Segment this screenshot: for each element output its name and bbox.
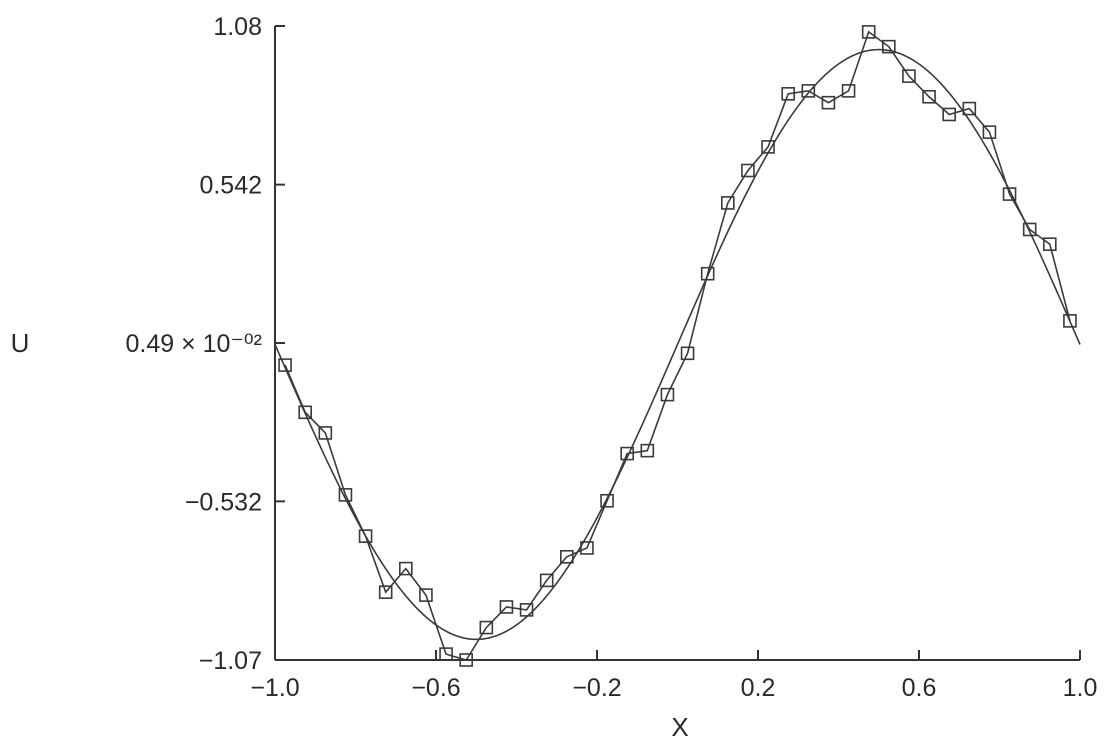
- data-point-marker: [620, 446, 634, 461]
- data-point-marker: [419, 588, 433, 602]
- data-point-marker: [660, 387, 675, 402]
- data-point-marker: [519, 603, 534, 617]
- data-point-marker: [741, 163, 755, 178]
- data-point-marker: [439, 647, 453, 661]
- plot-area: [274, 25, 1081, 667]
- data-point-marker: [1022, 222, 1037, 237]
- data-point-marker: [821, 95, 836, 110]
- data-point-marker: [861, 25, 876, 39]
- data-point-marker: [962, 101, 977, 116]
- data-point-marker: [982, 125, 997, 139]
- data-point-marker: [1043, 237, 1057, 252]
- data-point-marker: [600, 493, 614, 508]
- data-point-marker: [298, 405, 312, 420]
- data-point-marker: [700, 266, 715, 281]
- series-sampled-line: [284, 30, 1071, 661]
- data-point-marker: [781, 87, 795, 101]
- x-tick-label: 0.6: [902, 674, 937, 702]
- data-point-marker: [318, 426, 333, 440]
- x-tick-label: 1.0: [1063, 674, 1098, 702]
- data-point-marker: [499, 600, 514, 614]
- data-point-marker: [560, 549, 574, 564]
- y-axis: 1.08 0.542 0.49 × 10⁻⁰² −0.532 −1.07 U: [11, 13, 285, 675]
- data-point-marker: [378, 585, 393, 599]
- data-point-marker: [479, 620, 494, 635]
- data-point-marker: [680, 346, 695, 361]
- x-tick-label: 0.2: [741, 674, 776, 702]
- data-point-marker: [1002, 187, 1017, 201]
- series-smooth-curve: [274, 48, 1081, 641]
- y-axis-label: U: [11, 328, 30, 358]
- data-point-marker: [459, 653, 473, 667]
- y-tick-label: 1.08: [213, 13, 262, 41]
- data-point-marker: [902, 69, 916, 83]
- data-point-marker: [761, 140, 775, 154]
- data-point-marker: [1063, 314, 1077, 328]
- x-tick-label: −1.0: [250, 674, 299, 702]
- data-point-marker: [882, 39, 896, 54]
- data-point-marker: [580, 541, 594, 555]
- x-axis-label: X: [671, 712, 688, 742]
- data-point-marker: [801, 84, 816, 98]
- data-point-marker: [278, 358, 292, 372]
- data-point-marker: [942, 107, 956, 122]
- x-tick-label: −0.6: [411, 674, 460, 702]
- x-tick-label: −0.2: [572, 674, 621, 702]
- y-tick-label: 0.542: [199, 172, 262, 200]
- y-tick-label: −0.532: [185, 488, 262, 516]
- data-point-marker: [338, 488, 353, 502]
- data-point-marker: [721, 196, 735, 210]
- x-axis: −1.0 −0.6 −0.2 0.2 0.6 1.0 X: [250, 650, 1097, 742]
- data-point-marker: [399, 561, 413, 576]
- y-tick-label: −1.07: [199, 647, 262, 675]
- data-point-marker: [922, 89, 936, 104]
- data-point-marker: [539, 573, 554, 588]
- data-point-marker: [640, 443, 655, 458]
- data-point-marker: [841, 84, 856, 98]
- data-point-marker: [358, 529, 373, 543]
- y-tick-label: 0.49 × 10⁻⁰²: [126, 330, 263, 358]
